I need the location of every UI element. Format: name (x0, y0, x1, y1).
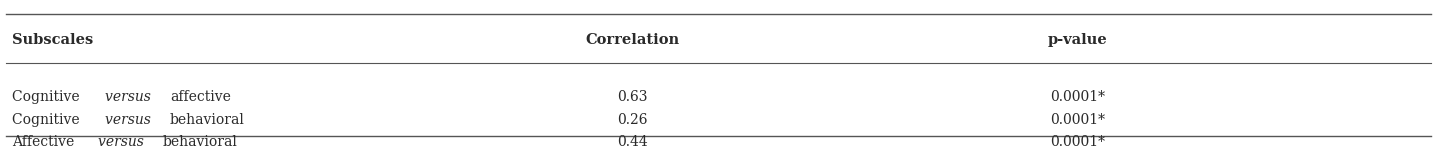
Text: versus: versus (105, 90, 155, 104)
Text: Correlation: Correlation (585, 33, 680, 47)
Text: versus: versus (98, 135, 148, 149)
Text: Cognitive: Cognitive (11, 90, 85, 104)
Text: 0.63: 0.63 (616, 90, 648, 104)
Text: Cognitive: Cognitive (11, 113, 85, 127)
Text: affective: affective (170, 90, 231, 104)
Text: behavioral: behavioral (170, 113, 244, 127)
Text: Subscales: Subscales (11, 33, 93, 47)
Text: 0.0001*: 0.0001* (1050, 113, 1105, 127)
Text: 0.44: 0.44 (616, 135, 648, 149)
Text: versus: versus (105, 113, 155, 127)
Text: p-value: p-value (1048, 33, 1108, 47)
Text: 0.0001*: 0.0001* (1050, 135, 1105, 149)
Text: Affective: Affective (11, 135, 79, 149)
Text: behavioral: behavioral (162, 135, 237, 149)
Text: 0.0001*: 0.0001* (1050, 90, 1105, 104)
Text: 0.26: 0.26 (616, 113, 648, 127)
